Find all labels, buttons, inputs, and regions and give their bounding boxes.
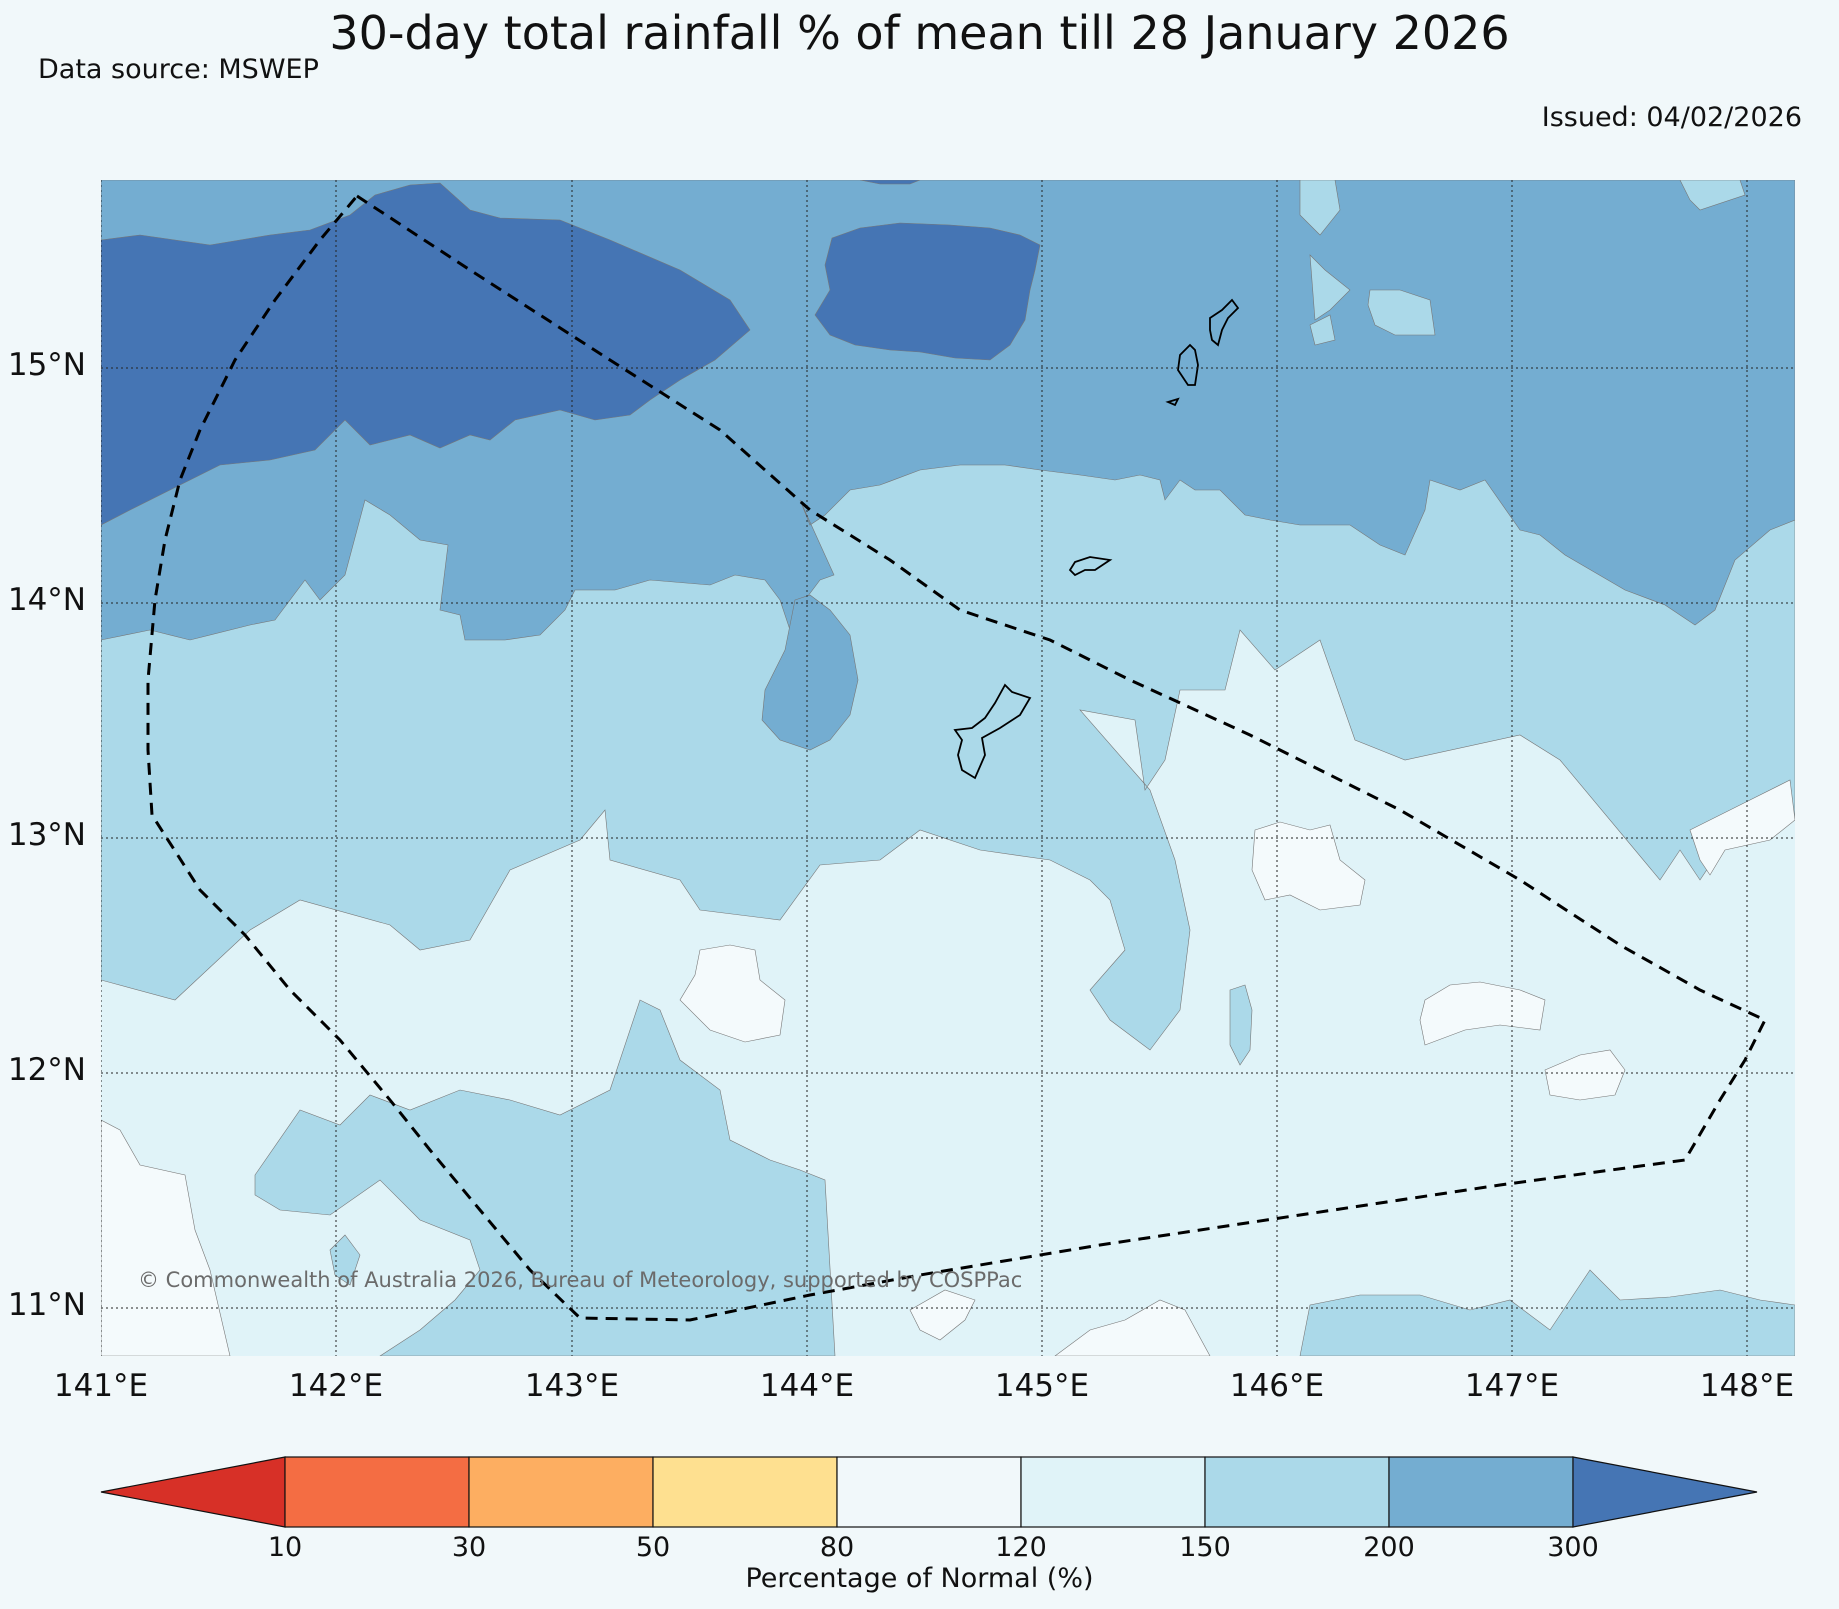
band-over-300-west xyxy=(101,182,751,526)
colorbar-extend-low xyxy=(100,1456,286,1528)
lon-label-145e: 145°E xyxy=(994,1368,1090,1404)
lon-label-147e: 147°E xyxy=(1464,1368,1560,1404)
band-80-120-patch-2 xyxy=(1251,821,1366,911)
colorbar-extend-high xyxy=(1572,1456,1758,1528)
island-guam xyxy=(953,683,1032,780)
band-150-200-hole-5 xyxy=(1309,314,1336,346)
band-over-300-east xyxy=(814,222,1041,361)
lat-label-15n: 15°N xyxy=(7,347,86,383)
lon-label-142e: 142°E xyxy=(288,1368,384,1404)
colorbar-label: Percentage of Normal (%) xyxy=(745,1563,1094,1594)
band-80-120-patch-8 xyxy=(909,1289,976,1341)
colorbar-bin-30-50 xyxy=(468,1456,654,1528)
lat-label-11n: 11°N xyxy=(7,1287,86,1323)
band-80-120-patch-6 xyxy=(101,1119,231,1356)
lon-label-143e: 143°E xyxy=(524,1368,620,1404)
island-aguijan xyxy=(1165,397,1180,407)
colorbar-bin-50-80 xyxy=(652,1456,838,1528)
band-150-200-hole-2 xyxy=(1309,254,1351,321)
band-150-200-hole-4 xyxy=(1679,180,1746,211)
band-80-120-patch-5 xyxy=(1689,779,1795,876)
band-150-200-patch-2 xyxy=(329,1234,361,1286)
band-150-200-hole-1 xyxy=(1299,180,1341,236)
lon-label-148e: 148°E xyxy=(1699,1368,1795,1404)
band-150-200-hole-3 xyxy=(1367,289,1436,336)
data-source-label: Data source: MSWEP xyxy=(38,54,319,85)
copyright-notice: © Commonwealth of Australia 2026, Bureau… xyxy=(138,1268,1023,1292)
island-tinian xyxy=(1177,343,1199,386)
island-rota xyxy=(1068,556,1113,577)
colorbar-bin-200-300 xyxy=(1388,1456,1574,1528)
band-200-300-patch xyxy=(761,594,859,751)
colorbar-bin-10-30 xyxy=(284,1456,470,1528)
lat-label-13n: 13°N xyxy=(7,817,86,853)
colorbar-tick-300: 300 xyxy=(1547,1532,1599,1563)
colorbar xyxy=(100,1456,1758,1528)
colorbar-bin-120-150 xyxy=(1020,1456,1206,1528)
band-80-120-patch-1 xyxy=(679,944,786,1043)
band-150-200-south-east xyxy=(1299,1269,1795,1356)
lon-label-141e: 141°E xyxy=(53,1368,149,1404)
band-150-200-patch-1 xyxy=(1229,984,1253,1066)
colorbar-tick-50: 50 xyxy=(635,1532,671,1563)
colorbar-tick-120: 120 xyxy=(995,1532,1047,1563)
lat-label-14n: 14°N xyxy=(7,582,86,618)
colorbar-tick-200: 200 xyxy=(1363,1532,1415,1563)
band-80-120-patch-3 xyxy=(1419,981,1546,1046)
issued-date-label: Issued: 04/02/2026 xyxy=(1541,102,1802,133)
rainfall-map-area xyxy=(101,180,1795,1356)
map-title: 30-day total rainfall % of mean till 28 … xyxy=(329,6,1510,60)
lon-label-144e: 144°E xyxy=(759,1368,855,1404)
gridlines xyxy=(101,180,1795,1356)
colorbar-tick-80: 80 xyxy=(819,1532,855,1563)
band-80-120-patch-4 xyxy=(1544,1049,1626,1101)
island-saipan xyxy=(1209,298,1240,347)
band-150-200-south xyxy=(254,999,836,1356)
band-80-120-patch-7 xyxy=(1054,1299,1211,1356)
eez-boundary xyxy=(146,194,1768,1322)
colorbar-tick-150: 150 xyxy=(1179,1532,1231,1563)
band-over-300-sliver xyxy=(859,180,921,185)
lat-label-12n: 12°N xyxy=(7,1052,86,1088)
colorbar-bin-80-120 xyxy=(836,1456,1022,1528)
colorbar-tick-30: 30 xyxy=(451,1532,487,1563)
colorbar-bin-150-200 xyxy=(1204,1456,1390,1528)
lon-label-146e: 146°E xyxy=(1229,1368,1325,1404)
colorbar-tick-10: 10 xyxy=(267,1532,303,1563)
